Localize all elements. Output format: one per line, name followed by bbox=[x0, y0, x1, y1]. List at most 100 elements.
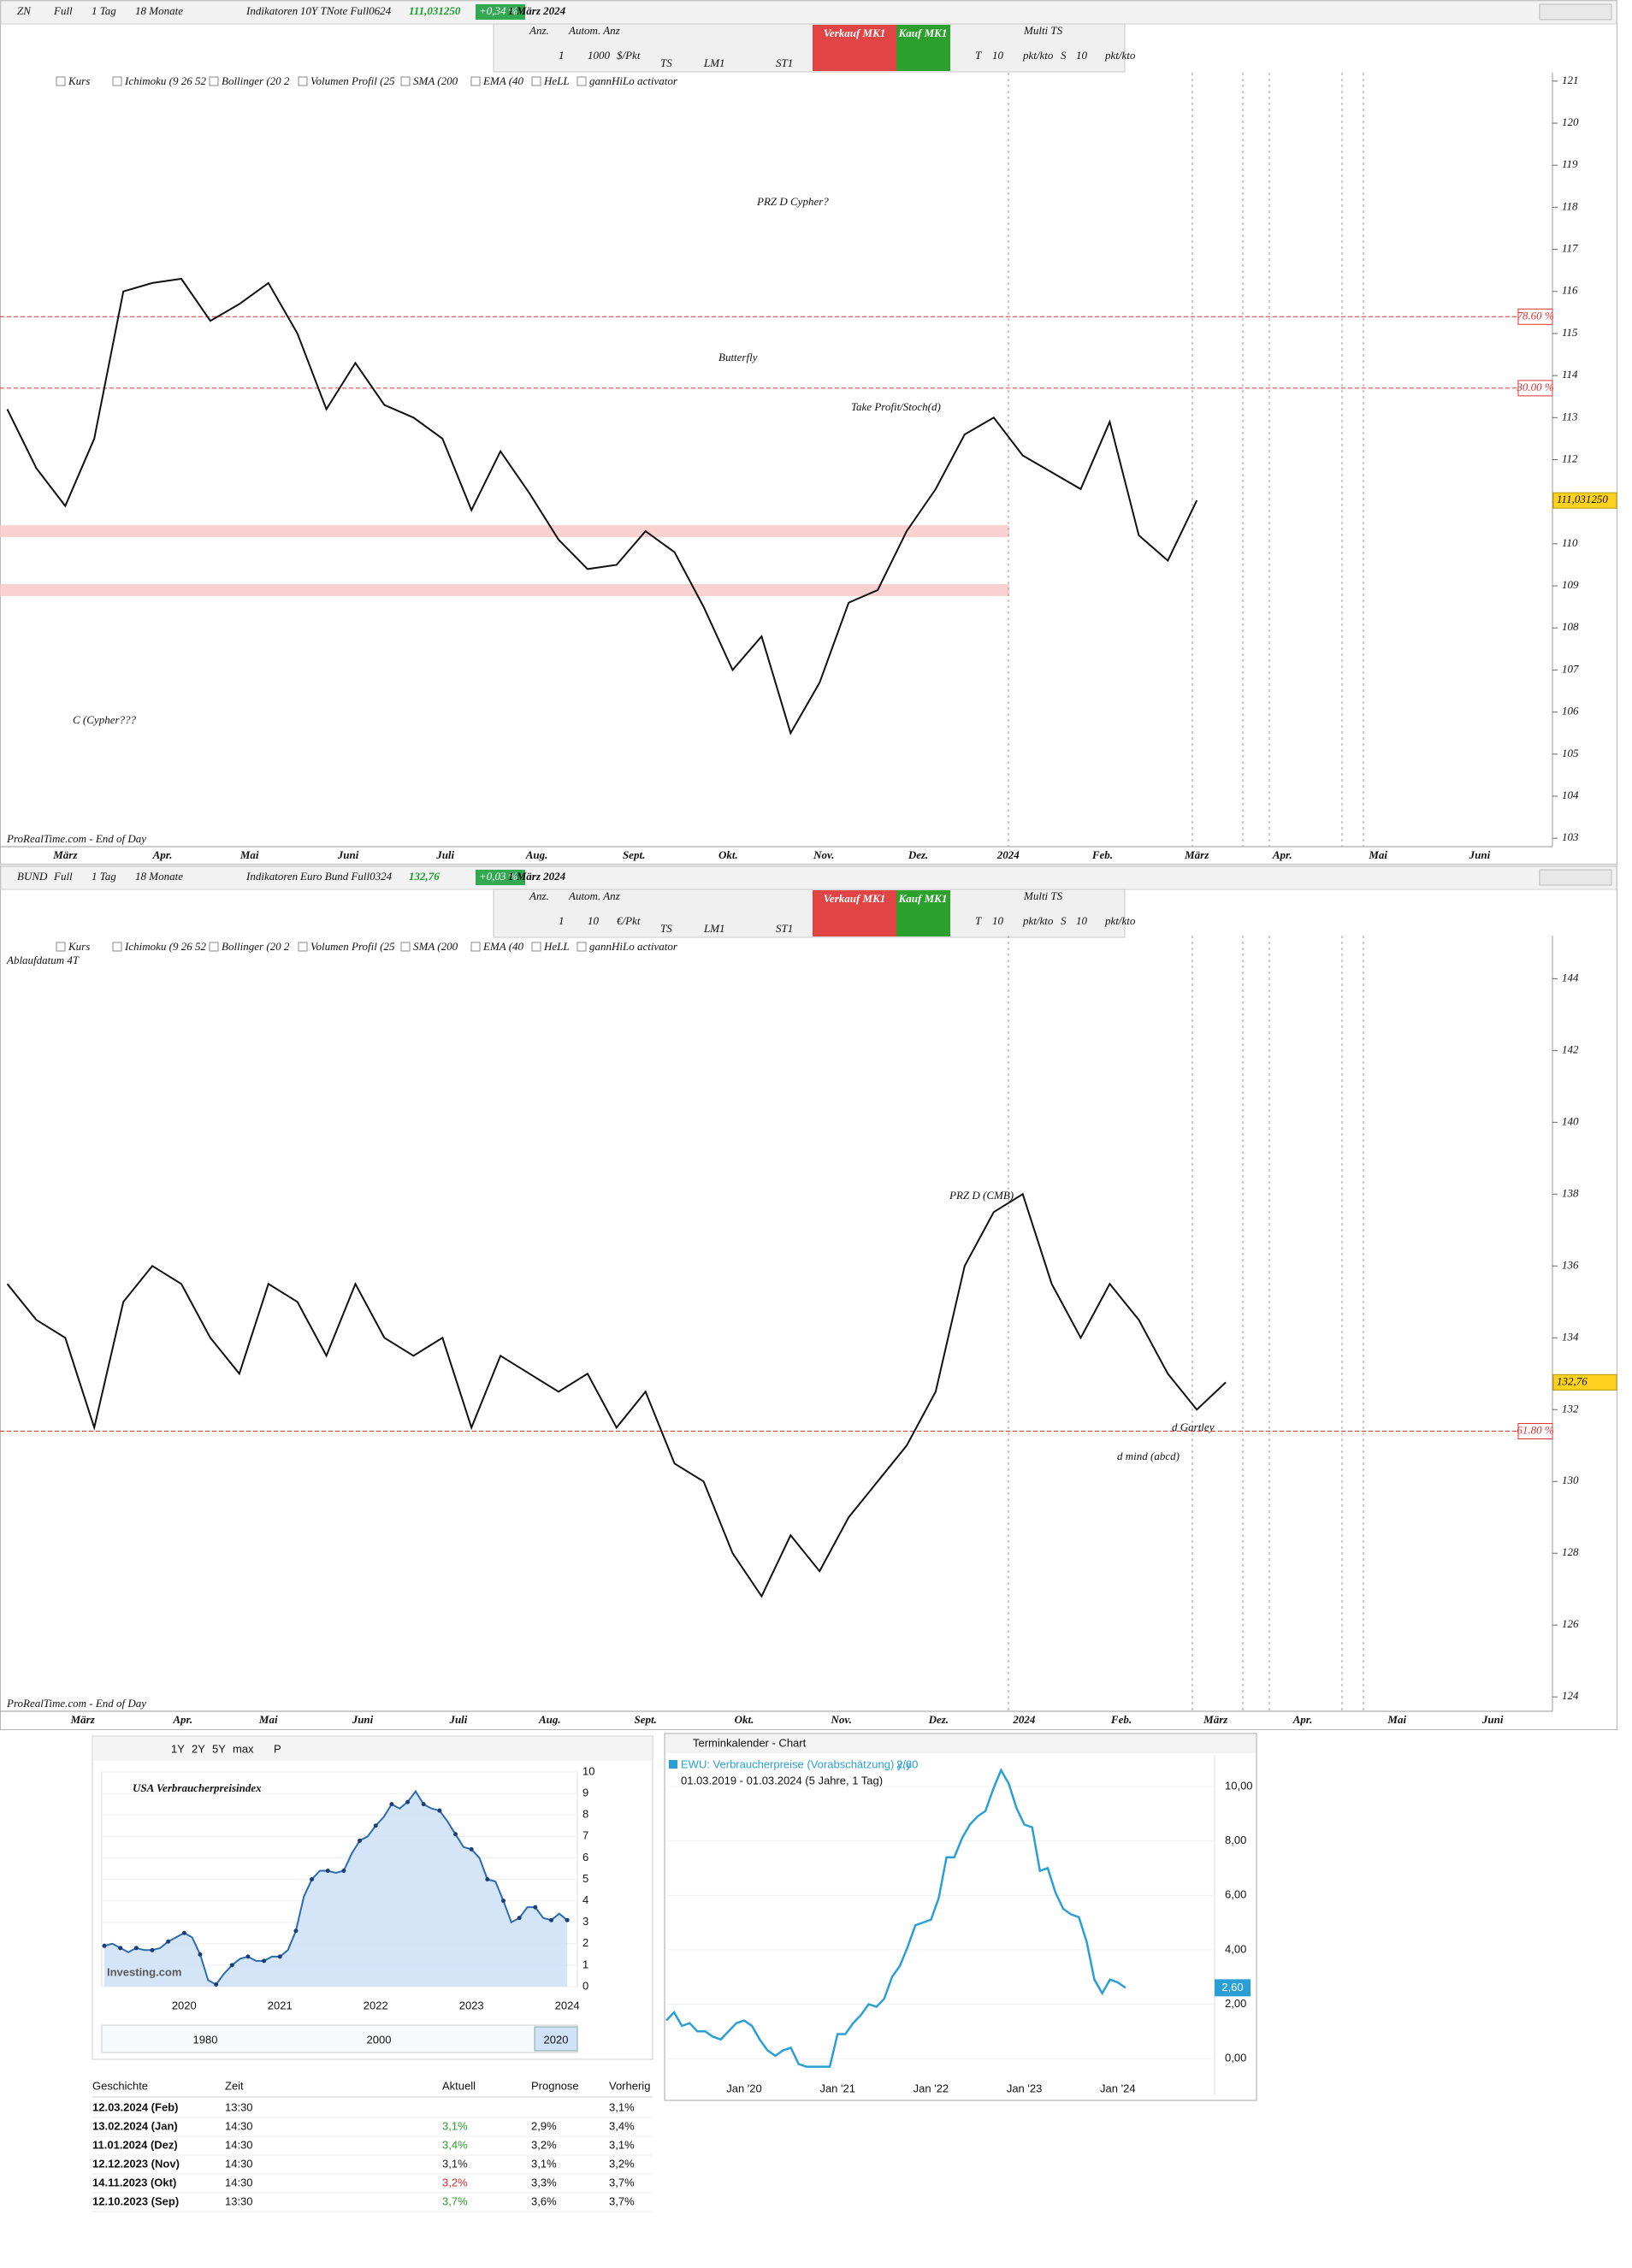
month-label: März bbox=[1203, 1713, 1228, 1726]
area-fill bbox=[104, 1791, 568, 1987]
y-tick-label: 2 bbox=[582, 1936, 588, 1949]
indicator-checkbox[interactable] bbox=[209, 76, 219, 86]
y-tick-label: 6,00 bbox=[1225, 1888, 1246, 1901]
last-price-badge bbox=[1552, 1373, 1617, 1391]
month-label: Nov. bbox=[830, 1713, 851, 1726]
toolbar-indicators[interactable]: Indikatoren bbox=[245, 4, 298, 17]
table-header: Aktuell bbox=[442, 2079, 476, 2092]
annotation: C (Cypher??? bbox=[73, 713, 137, 726]
month-label: Apr. bbox=[172, 1713, 192, 1726]
navigator bbox=[101, 2024, 578, 2053]
month-label: Mai bbox=[1387, 1713, 1406, 1726]
y-tick-label: 119 bbox=[1562, 157, 1578, 170]
cpi-point bbox=[150, 1947, 155, 1952]
order-t_val: 10 bbox=[992, 49, 1004, 62]
month-label: Juni bbox=[337, 848, 359, 861]
order-unit: €/Pkt bbox=[617, 914, 641, 927]
logo: Investing.com bbox=[107, 1965, 181, 1978]
indicator-checkbox[interactable] bbox=[298, 942, 308, 952]
toolbar-symbol[interactable]: BUND bbox=[17, 870, 48, 883]
month-label: Sept. bbox=[635, 1713, 657, 1726]
toolbar-mode[interactable]: Full bbox=[53, 4, 73, 17]
range-button[interactable]: max bbox=[233, 1742, 254, 1755]
toolbar-mode[interactable]: Full bbox=[53, 870, 73, 883]
last-price: 111,031250 bbox=[1557, 493, 1608, 505]
y-tick-label: 4 bbox=[582, 1893, 588, 1906]
order-s_val: 10 bbox=[1076, 914, 1088, 927]
indicator-checkbox[interactable] bbox=[298, 76, 308, 86]
month-label: Mai bbox=[1368, 848, 1387, 861]
toolbar-price: 132,76 bbox=[409, 870, 440, 883]
order-ts: TS bbox=[660, 922, 672, 935]
range-button[interactable]: P bbox=[274, 1742, 281, 1755]
y-tick-label: 0,00 bbox=[1225, 2052, 1246, 2064]
indicator-checkbox[interactable] bbox=[577, 942, 587, 952]
indicator-checkbox[interactable] bbox=[531, 76, 541, 86]
toolbar-instrument: 10Y TNote Full0624 bbox=[300, 4, 392, 17]
order-multi: Multi TS bbox=[1023, 24, 1063, 37]
buy-label[interactable]: Kauf MK1 bbox=[898, 27, 948, 39]
indicator-checkbox[interactable] bbox=[470, 76, 481, 86]
order-s: S bbox=[1061, 914, 1067, 927]
indicator-checkbox[interactable] bbox=[470, 942, 481, 952]
indicator-checkbox[interactable] bbox=[400, 942, 411, 952]
annotation: Butterfly bbox=[718, 351, 758, 363]
table-cell: 3,6% bbox=[531, 2194, 557, 2207]
table-cell: 14:30 bbox=[225, 2119, 253, 2132]
buy-button[interactable] bbox=[896, 25, 950, 71]
month-label: Dez. bbox=[928, 1713, 949, 1726]
buy-button[interactable] bbox=[896, 890, 950, 936]
buy-label[interactable]: Kauf MK1 bbox=[898, 892, 948, 905]
table-cell: 11.01.2024 (Dez) bbox=[92, 2138, 178, 2151]
y-tick-label: 106 bbox=[1562, 705, 1579, 718]
indicator-checkbox[interactable] bbox=[112, 76, 122, 86]
sell-label[interactable]: Verkauf MK1 bbox=[824, 892, 886, 905]
month-label: Aug. bbox=[525, 848, 548, 861]
indicator-checkbox[interactable] bbox=[577, 76, 587, 86]
indicator-label: SMA (200 bbox=[413, 74, 458, 87]
sell-button[interactable] bbox=[813, 25, 896, 71]
cpi-point bbox=[245, 1954, 251, 1959]
table-cell: 3,3% bbox=[531, 2176, 557, 2188]
toolbar-symbol[interactable]: ZN bbox=[17, 4, 32, 17]
table-cell: 3,4% bbox=[609, 2119, 635, 2132]
order-qty: 1 bbox=[559, 49, 565, 62]
y-tick-label: 107 bbox=[1562, 662, 1579, 675]
y-tick-label: 138 bbox=[1562, 1186, 1579, 1199]
toolbar-range[interactable]: 18 Monate bbox=[135, 870, 183, 883]
range-button[interactable]: 5Y bbox=[212, 1742, 226, 1755]
cpi-point bbox=[548, 1917, 553, 1922]
zone bbox=[0, 583, 1009, 596]
cpi-point bbox=[405, 1799, 411, 1804]
change-badge bbox=[476, 870, 525, 885]
y-tick-label: 130 bbox=[1562, 1474, 1579, 1486]
indicator-checkbox[interactable] bbox=[531, 942, 541, 952]
annotation: PRZ D Cypher? bbox=[756, 195, 829, 208]
range-button[interactable]: 1Y bbox=[171, 1742, 185, 1755]
y-tick-label: 134 bbox=[1562, 1330, 1579, 1343]
indicator-checkbox[interactable] bbox=[209, 942, 219, 952]
y-tick-label: 104 bbox=[1562, 788, 1579, 801]
table-cell: 3,1% bbox=[609, 2100, 635, 2113]
table-cell: 14:30 bbox=[225, 2176, 253, 2188]
table-cell: 3,1% bbox=[442, 2157, 468, 2170]
toolbar-indicators[interactable]: Indikatoren bbox=[245, 870, 298, 883]
sell-button[interactable] bbox=[813, 890, 896, 936]
cpi-point bbox=[341, 1868, 346, 1873]
month-label: Apr. bbox=[1292, 1713, 1313, 1726]
indicator-checkbox[interactable] bbox=[56, 76, 66, 86]
indicator-label: gannHiLo activator bbox=[589, 940, 678, 953]
indicator-checkbox[interactable] bbox=[112, 942, 122, 952]
indicator-checkbox[interactable] bbox=[400, 76, 411, 86]
cpi-point bbox=[293, 1928, 299, 1934]
range-button[interactable]: 2Y bbox=[192, 1742, 205, 1755]
toolbar-interval[interactable]: 1 Tag bbox=[92, 4, 116, 17]
month-label: Juli bbox=[448, 1713, 467, 1726]
sell-label[interactable]: Verkauf MK1 bbox=[824, 27, 886, 39]
indicator-label: SMA (200 bbox=[413, 940, 458, 953]
toolbar-interval[interactable]: 1 Tag bbox=[92, 870, 116, 883]
toolbar-range[interactable]: 18 Monate bbox=[135, 4, 183, 17]
last-value-badge bbox=[1215, 1979, 1251, 1997]
indicator-checkbox[interactable] bbox=[56, 942, 66, 952]
calendar-title: Terminkalender - Chart bbox=[693, 1736, 807, 1749]
